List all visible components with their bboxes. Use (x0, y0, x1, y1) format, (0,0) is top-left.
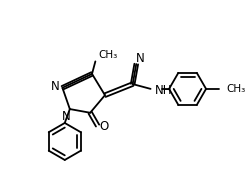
Text: O: O (99, 120, 109, 133)
Text: N: N (136, 52, 144, 65)
Text: N: N (62, 110, 70, 123)
Text: CH₃: CH₃ (226, 84, 246, 94)
Text: NH: NH (155, 84, 173, 97)
Text: N: N (51, 80, 59, 93)
Text: CH₃: CH₃ (98, 50, 117, 60)
